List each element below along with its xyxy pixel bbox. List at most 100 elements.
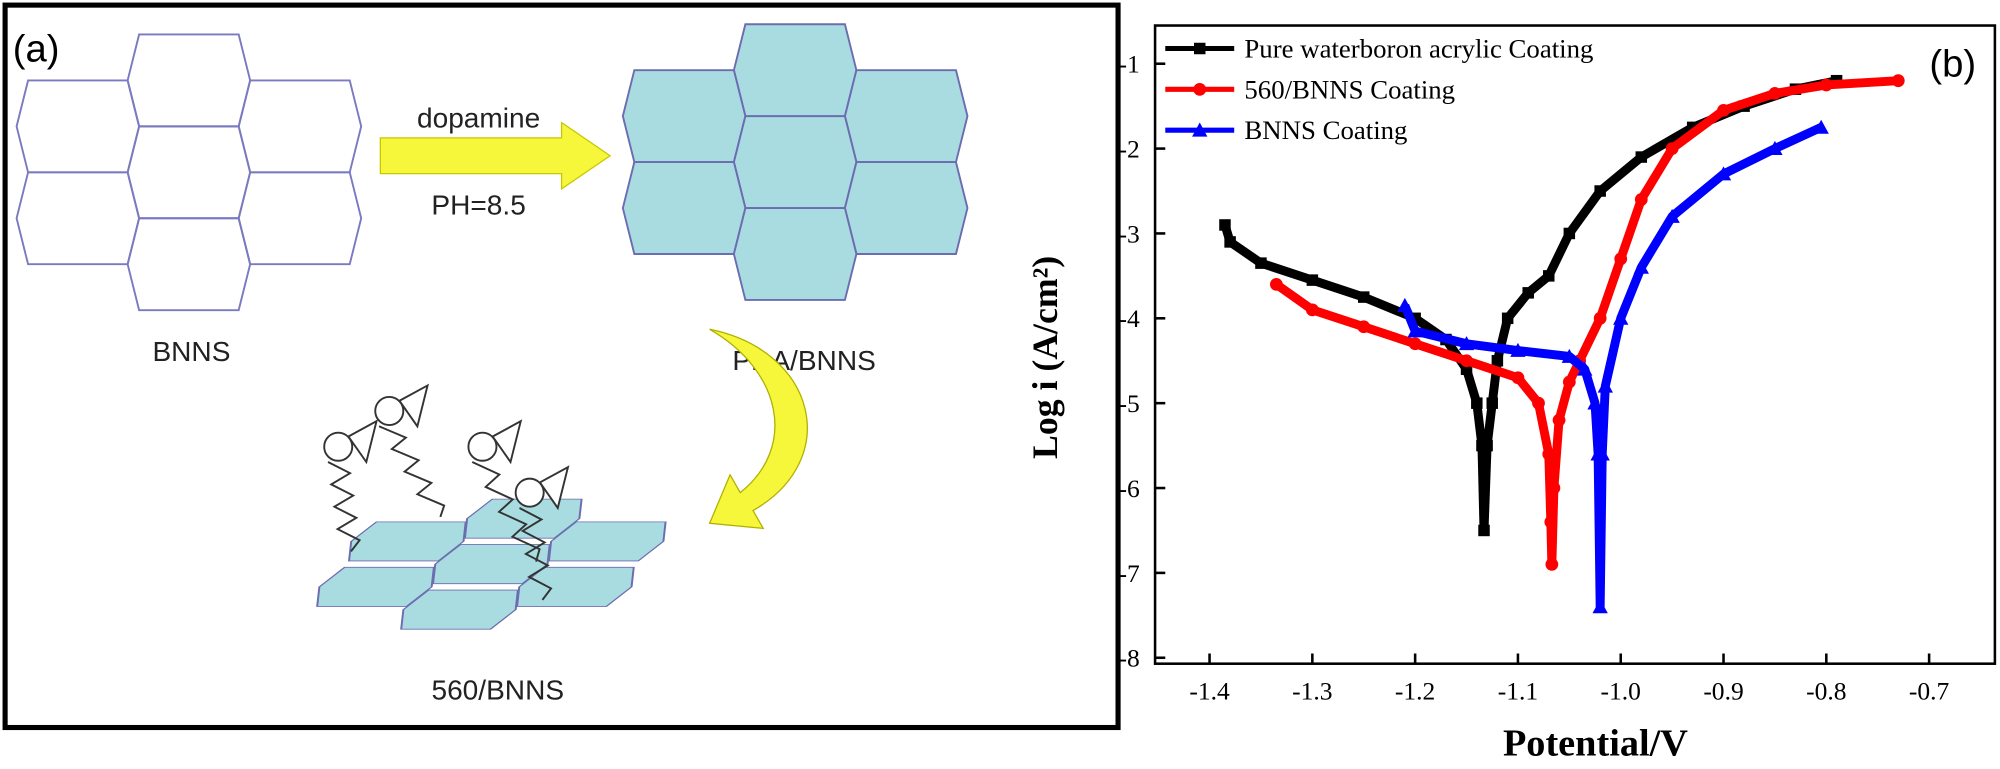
marker — [1563, 227, 1576, 240]
y-tick-label: -7 — [1118, 559, 1139, 588]
marker — [1594, 446, 1610, 461]
x-tick-label: -0.8 — [1806, 676, 1846, 705]
marker — [1614, 252, 1628, 266]
hexagon — [347, 521, 467, 562]
head — [491, 419, 523, 465]
marker — [1224, 236, 1236, 248]
marker — [1552, 413, 1566, 427]
hexagon — [15, 79, 141, 174]
y-tick-label: -2 — [1118, 135, 1139, 164]
marker — [1486, 397, 1498, 409]
node-label: 560/BNNS — [431, 674, 564, 705]
x-tick-label: -1.2 — [1395, 676, 1435, 705]
hexagon — [843, 161, 969, 255]
x-tick-label: -1.4 — [1189, 676, 1230, 705]
marker — [1768, 87, 1782, 100]
marker — [1511, 371, 1525, 385]
marker — [1532, 396, 1545, 410]
hexagon — [621, 161, 747, 255]
marker — [1613, 310, 1629, 325]
panel-label: (b) — [1929, 43, 1976, 86]
hexagon — [237, 171, 363, 266]
y-tick-label: -5 — [1118, 389, 1139, 418]
marker — [1397, 297, 1413, 312]
x-tick-label: -0.7 — [1909, 676, 1950, 705]
legend-label: Pure waterboron acrylic Coating — [1244, 33, 1593, 63]
marker — [1460, 354, 1473, 368]
marker — [1481, 439, 1493, 452]
legend-label: BNNS Coating — [1244, 115, 1407, 145]
hexagon — [732, 207, 858, 301]
y-tick-label: -4 — [1118, 304, 1139, 333]
head — [374, 395, 405, 426]
marker — [1543, 270, 1555, 282]
marker — [1478, 524, 1490, 537]
marker — [1269, 277, 1283, 291]
series-line — [1220, 76, 1838, 535]
marker — [1547, 481, 1561, 495]
marker — [1522, 287, 1534, 299]
plot-frame — [1153, 24, 1997, 665]
marker — [1891, 74, 1905, 88]
marker — [1409, 312, 1421, 325]
head — [514, 477, 545, 508]
marker — [1358, 291, 1370, 303]
curved-arrow — [708, 328, 808, 530]
marker — [1767, 140, 1783, 155]
marker — [1458, 336, 1475, 351]
marker — [1544, 515, 1558, 529]
legend-marker — [1193, 82, 1207, 96]
chain — [519, 507, 553, 601]
marker — [1577, 361, 1593, 376]
hexagon — [843, 69, 969, 164]
y-tick-label: -3 — [1118, 219, 1139, 248]
node-label: BNNS — [152, 336, 230, 367]
marker — [1408, 337, 1422, 351]
marker — [1545, 558, 1559, 571]
legend-label: 560/BNNS Coating — [1244, 74, 1455, 104]
chain — [378, 425, 446, 518]
marker — [1407, 323, 1423, 338]
head — [398, 383, 430, 429]
marker — [1592, 599, 1608, 614]
head — [323, 431, 354, 462]
y-tick-label: -6 — [1118, 474, 1139, 503]
marker — [1587, 395, 1603, 410]
panel-a-frame — [2, 2, 1121, 731]
hexagon — [15, 171, 141, 266]
hexagon — [621, 69, 747, 164]
marker — [1562, 375, 1576, 389]
hexagon — [732, 23, 858, 118]
marker — [1305, 303, 1319, 317]
hexagon — [463, 498, 583, 539]
marker — [1633, 259, 1649, 274]
hexagon — [126, 33, 252, 128]
hexagon — [732, 115, 858, 210]
arrow — [379, 121, 612, 191]
marker — [1561, 348, 1577, 363]
x-tick-label: -1.3 — [1292, 676, 1332, 705]
condition: PH=8.5 — [431, 189, 525, 220]
x-tick-label: -0.9 — [1703, 676, 1743, 705]
marker — [1715, 166, 1732, 181]
hexagon — [400, 589, 519, 630]
marker — [1717, 104, 1730, 117]
marker — [1501, 312, 1514, 325]
marker — [1357, 320, 1371, 334]
panel-label: (a) — [13, 27, 60, 70]
marker — [1471, 397, 1483, 409]
arrow-label: dopamine — [417, 103, 540, 134]
x-tick-label: -1.0 — [1601, 676, 1641, 705]
marker — [1219, 219, 1231, 231]
marker — [1813, 119, 1829, 134]
marker — [1491, 354, 1504, 367]
hexagon — [316, 566, 435, 607]
marker — [1597, 378, 1613, 393]
hexagon — [547, 521, 667, 562]
y-axis-title: Log i (A/cm²) — [1025, 256, 1065, 459]
schematic — [15, 23, 969, 630]
marker — [1664, 208, 1680, 223]
sheet — [316, 498, 667, 630]
marker — [1510, 342, 1526, 357]
